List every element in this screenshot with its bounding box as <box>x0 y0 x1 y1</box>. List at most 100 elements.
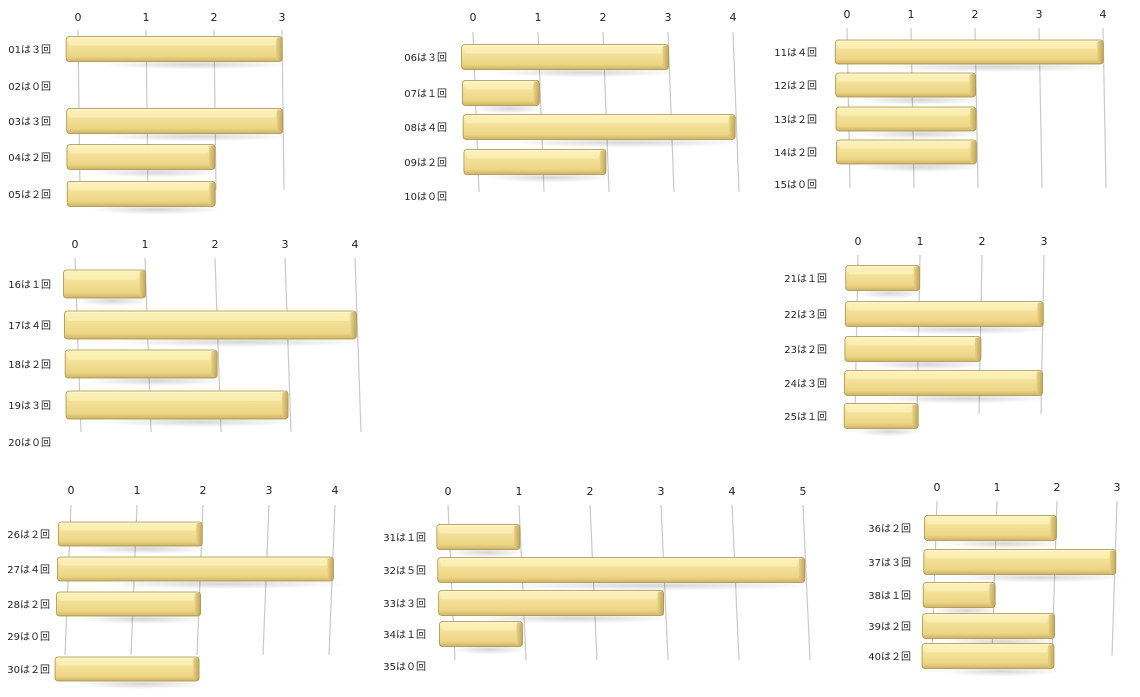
bar-shadow <box>933 605 999 616</box>
bar-highlight <box>70 183 209 191</box>
tick-label: 3 <box>1041 235 1048 248</box>
bar-highlight <box>439 526 513 534</box>
bar-cap <box>276 37 283 61</box>
category-label: 35は０回 <box>383 661 426 673</box>
bar-highlight <box>847 372 1036 380</box>
bar-highlight <box>69 38 276 46</box>
bar-shadow <box>952 572 1126 583</box>
category-label: 04は２回 <box>8 152 51 164</box>
bar-highlight <box>927 517 1050 525</box>
bar-shadow <box>857 162 984 172</box>
tick-label: 0 <box>844 8 851 21</box>
bar-cap <box>327 558 334 580</box>
bar-highlight <box>58 659 193 666</box>
bar-cap <box>282 392 289 418</box>
bar-highlight <box>839 142 970 149</box>
bar-cap <box>276 109 283 133</box>
bar-shadow <box>485 172 614 183</box>
category-label: 05は２回 <box>8 189 51 201</box>
category-label: 23は２回 <box>784 344 827 356</box>
bar-shadow <box>87 376 225 386</box>
tick-label: 0 <box>855 235 862 248</box>
gridline <box>667 31 675 193</box>
category-label: 03は３回 <box>8 116 51 128</box>
bar-cap <box>513 525 520 549</box>
bar-cap <box>139 271 146 297</box>
tick-label: 1 <box>535 11 542 24</box>
bar-highlight <box>466 116 729 124</box>
bar-highlight <box>67 313 350 321</box>
bar-cap <box>208 145 215 169</box>
category-label: 08は４回 <box>404 122 447 134</box>
tick-label: 1 <box>908 8 915 21</box>
bar-highlight <box>66 272 139 280</box>
bar-cap <box>211 351 218 377</box>
category-label: 33は３回 <box>383 598 426 610</box>
bar-shadow <box>89 204 223 215</box>
gridline <box>802 504 811 661</box>
tick-label: 3 <box>279 11 286 24</box>
bar-shadow <box>874 393 1053 404</box>
category-label: 22は３回 <box>784 309 827 321</box>
bar-highlight <box>60 559 327 566</box>
bar-cap <box>1097 41 1104 63</box>
bar-highlight <box>847 338 974 346</box>
bar-highlight <box>440 559 798 567</box>
bar-shadow <box>875 324 1054 335</box>
category-label: 29は０回 <box>7 631 50 643</box>
bar-shadow <box>941 666 1061 677</box>
bar-shadow <box>99 131 294 142</box>
tick-label: 4 <box>1100 8 1107 21</box>
chart-1: 0 1 2 3 01は３回 02は０回 03は３回 04は２回 05は２回 <box>8 11 294 215</box>
tick-label: 3 <box>1036 8 1043 21</box>
bar-highlight <box>442 623 516 631</box>
bar-highlight <box>465 82 533 90</box>
bar-shadow <box>855 426 922 437</box>
category-label: 11は４回 <box>774 47 817 59</box>
category-label: 14は２回 <box>774 147 817 159</box>
bar-highlight <box>464 46 662 54</box>
bar-cap <box>1050 516 1057 540</box>
tick-label: 0 <box>72 238 79 251</box>
category-label: 13は２回 <box>774 114 817 126</box>
bar-highlight <box>69 146 208 154</box>
bar-cap <box>1036 371 1043 395</box>
tick-label: 4 <box>730 11 737 24</box>
tick-label: 0 <box>445 485 452 498</box>
category-label: 01は３回 <box>8 44 51 56</box>
bar-cap <box>1109 550 1116 574</box>
tick-label: 1 <box>917 235 924 248</box>
bar-shadow <box>76 679 207 689</box>
bar-cap <box>196 523 203 545</box>
bar-shadow <box>492 67 679 78</box>
category-label: 36は２回 <box>868 523 911 535</box>
tick-label: 3 <box>665 11 672 24</box>
tick-label: 0 <box>934 481 941 494</box>
tick-label: 1 <box>143 11 150 24</box>
tick-label: 4 <box>352 238 359 251</box>
tick-label: 3 <box>266 484 273 497</box>
category-label: 19は３回 <box>8 400 51 412</box>
bar-cap <box>533 81 540 105</box>
gridline <box>732 31 740 193</box>
bar-shadow <box>856 288 924 299</box>
bar-shadow <box>99 417 300 427</box>
tick-label: 4 <box>332 484 339 497</box>
category-label: 07は１回 <box>404 88 447 100</box>
bar-shadow <box>857 129 984 139</box>
category-label: 39は２回 <box>868 621 911 633</box>
category-label: 27は４回 <box>7 564 50 576</box>
bar-shadow <box>865 359 988 370</box>
bar-highlight <box>925 645 1047 653</box>
bar-cap <box>194 593 201 615</box>
chart-3: 0 1 2 3 4 11は４回 12は２回 13は２回 14は２回 15は０回 <box>774 8 1117 191</box>
category-label: 18は２回 <box>8 359 51 371</box>
bar-highlight <box>926 551 1109 559</box>
category-label: 37は３回 <box>868 557 911 569</box>
bar-shadow <box>472 613 675 624</box>
bar-cap <box>599 150 606 174</box>
chart-8: 0 1 2 3 36は２回 37は３回 38は１回 39は２回 40は２回 <box>868 481 1126 677</box>
tick-label: 1 <box>516 485 523 498</box>
bar-shadow <box>856 95 983 105</box>
